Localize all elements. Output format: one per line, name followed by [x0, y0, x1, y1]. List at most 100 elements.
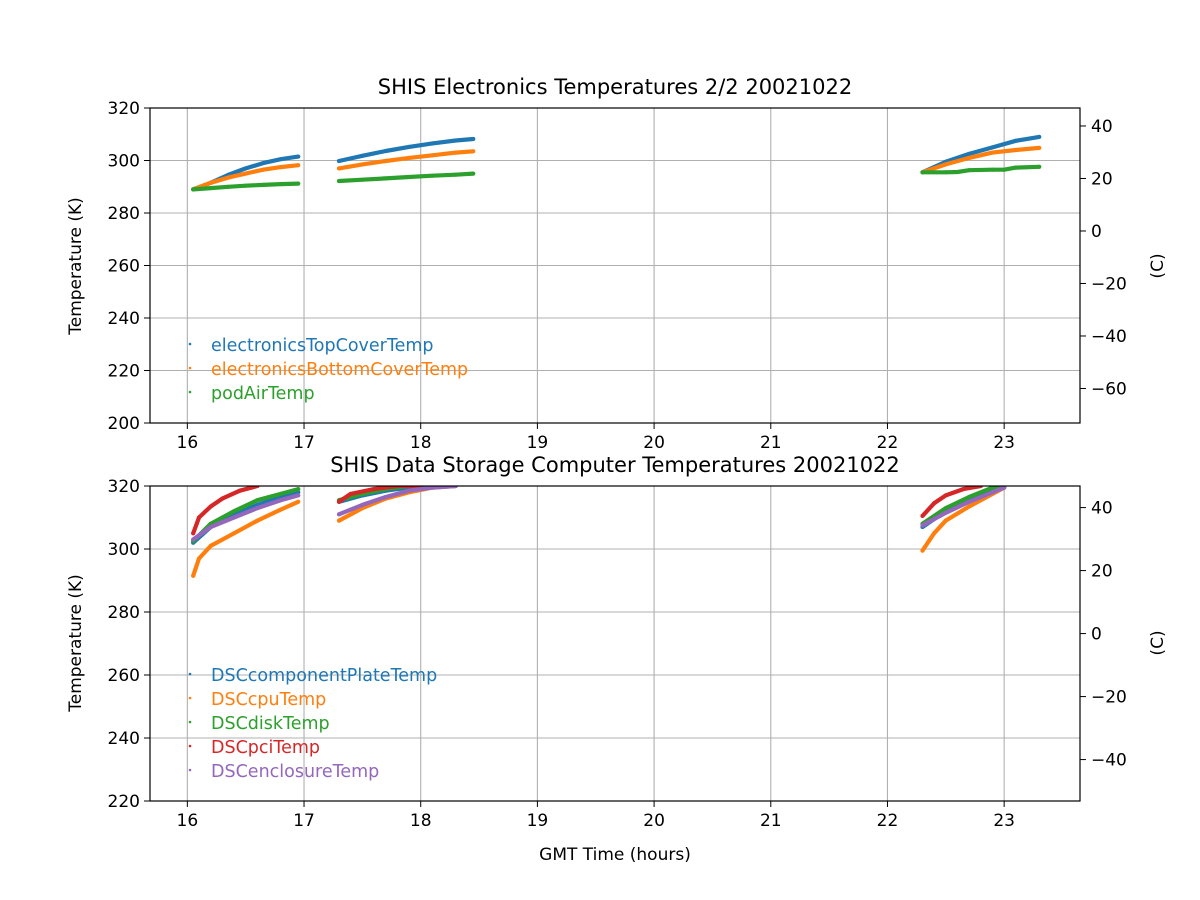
- data-point: [337, 500, 341, 504]
- data-point: [279, 165, 283, 169]
- x-tick-label: 21: [760, 433, 782, 453]
- y-tick-label: 240: [108, 309, 140, 329]
- data-point: [430, 141, 434, 145]
- x-tick-label: 23: [993, 811, 1015, 831]
- data-point: [471, 172, 475, 176]
- legend-marker: [189, 343, 192, 346]
- data-point: [407, 145, 411, 149]
- y2-axis-label: (C): [1148, 630, 1168, 655]
- data-point: [471, 137, 475, 141]
- data-point: [944, 162, 948, 166]
- data-point: [921, 170, 925, 174]
- x-tick-label: 16: [177, 811, 199, 831]
- y-tick-label: 320: [108, 99, 140, 119]
- data-point: [337, 512, 341, 516]
- data-point: [360, 162, 364, 166]
- y-tick-label: 260: [108, 257, 140, 277]
- data-point: [991, 151, 995, 155]
- data-point: [1002, 168, 1006, 172]
- data-point: [296, 155, 300, 159]
- data-point: [296, 500, 300, 504]
- data-point: [384, 495, 388, 499]
- data-point: [238, 489, 242, 493]
- legend-label: podAirTemp: [211, 384, 315, 404]
- data-point: [232, 531, 236, 535]
- data-point: [932, 531, 936, 535]
- data-point: [261, 161, 265, 165]
- data-point: [296, 163, 300, 167]
- data-point: [191, 574, 195, 578]
- legend-marker: [189, 391, 192, 394]
- y-tick-label: 220: [108, 792, 140, 812]
- x-tick-label: 22: [877, 811, 899, 831]
- data-point: [471, 149, 475, 153]
- chart-title: SHIS Electronics Temperatures 2/2 200210…: [378, 75, 852, 99]
- legend-label: DSCenclosureTemp: [211, 762, 379, 782]
- data-point: [279, 498, 283, 502]
- data-point: [360, 503, 364, 507]
- data-point: [191, 538, 195, 542]
- y-tick-label: 240: [108, 729, 140, 749]
- data-point: [296, 493, 300, 497]
- data-point: [454, 139, 458, 143]
- data-point: [921, 523, 925, 527]
- y-tick-label: 300: [108, 540, 140, 560]
- y2-tick-label: 0: [1091, 222, 1102, 242]
- data-point: [209, 181, 213, 185]
- data-point: [226, 185, 230, 189]
- data-point: [255, 498, 259, 502]
- data-point: [967, 152, 971, 156]
- data-point: [372, 487, 376, 491]
- data-point: [232, 509, 236, 513]
- data-point: [255, 506, 259, 510]
- data-point: [407, 489, 411, 493]
- legend-marker: [189, 721, 192, 724]
- data-point: [279, 157, 283, 161]
- data-point: [197, 516, 201, 520]
- data-point: [244, 172, 248, 176]
- x-tick-label: 17: [293, 811, 315, 831]
- y2-tick-label: −40: [1091, 751, 1127, 771]
- data-point: [1014, 148, 1018, 152]
- x-tick-label: 18: [410, 811, 432, 831]
- x-tick-label: 23: [993, 433, 1015, 453]
- data-point: [967, 168, 971, 172]
- data-point: [384, 159, 388, 163]
- data-point: [944, 493, 948, 497]
- x-tick-label: 21: [760, 811, 782, 831]
- data-point: [209, 544, 213, 548]
- data-point: [384, 176, 388, 180]
- data-point: [944, 519, 948, 523]
- legend-marker: [189, 367, 192, 370]
- data-point: [244, 166, 248, 170]
- data-point: [430, 174, 434, 178]
- data-point: [279, 182, 283, 186]
- legend-marker: [189, 769, 192, 772]
- data-point: [967, 505, 971, 509]
- data-point: [991, 145, 995, 149]
- data-point: [296, 182, 300, 186]
- data-point: [279, 492, 283, 496]
- data-point: [967, 495, 971, 499]
- data-point: [1014, 139, 1018, 143]
- data-point: [967, 500, 971, 504]
- data-point: [1014, 166, 1018, 170]
- data-point: [337, 519, 341, 523]
- legend-marker: [189, 745, 192, 748]
- legend-marker: [189, 673, 192, 676]
- data-point: [296, 487, 300, 491]
- y2-tick-label: 40: [1091, 499, 1113, 519]
- x-tick-label: 18: [410, 433, 432, 453]
- data-point: [261, 183, 265, 187]
- data-point: [337, 159, 341, 163]
- data-point: [1037, 165, 1041, 169]
- data-point: [232, 516, 236, 520]
- y-tick-label: 220: [108, 362, 140, 382]
- x-tick-label: 22: [877, 433, 899, 453]
- legend-label: electronicsTopCoverTemp: [211, 336, 434, 356]
- y-tick-label: 200: [108, 414, 140, 434]
- legend-label: DSCdiskTemp: [211, 714, 330, 734]
- legend-label: DSCcomponentPlateTemp: [211, 666, 437, 686]
- x-tick-label: 17: [293, 433, 315, 453]
- y2-tick-label: 40: [1091, 117, 1113, 137]
